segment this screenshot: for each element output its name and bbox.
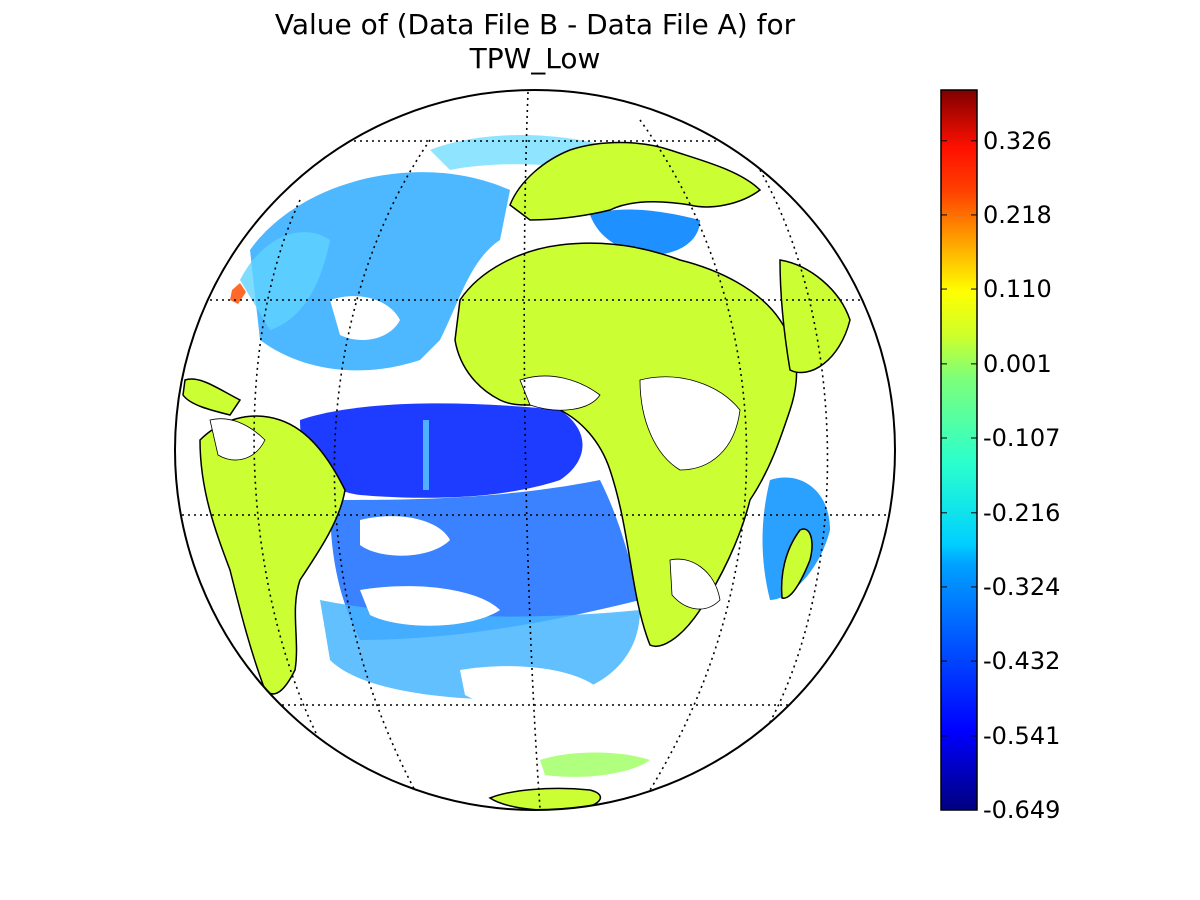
cloud-gap-1 (330, 296, 400, 340)
ocean-north-atlantic (250, 172, 510, 371)
africa-gap-central (639, 376, 741, 471)
colorbar-tick-label: -0.216 (983, 499, 1060, 527)
colorbar-tick-label: 0.001 (983, 350, 1052, 378)
colorbar-tick-label: 0.326 (983, 127, 1052, 155)
colorbar-tick-label: -0.107 (983, 424, 1060, 452)
ocean-mediterranean (590, 209, 700, 255)
meridian-west (333, 139, 431, 801)
africa-gap-south (669, 558, 721, 610)
chart-title: Value of (Data File B - Data File A) for… (185, 8, 885, 76)
title-line-1: Value of (Data File B - Data File A) for (274, 8, 796, 41)
cloud-gap-5 (460, 666, 600, 706)
cloud-gap-4 (360, 586, 500, 626)
arabia-land (779, 259, 851, 374)
south-america-gap (209, 418, 266, 461)
land-masses (182, 141, 851, 810)
ocean-equatorial-atlantic (300, 403, 583, 498)
ocean-north-atlantic-light (240, 232, 330, 330)
colorbar-tick-label: 0.110 (983, 275, 1052, 303)
swath-stripe (423, 420, 429, 490)
land-gaps (209, 375, 741, 610)
hot-anomaly-patch (230, 283, 246, 304)
europe-land (509, 141, 762, 221)
globe-map (175, 90, 895, 810)
madagascar-land (780, 528, 813, 599)
south-america-land (199, 415, 346, 695)
central-america-land (182, 378, 242, 416)
colorbar: 0.326 0.218 0.110 0.001 -0.107 -0.216 -0.324 -0… (940, 89, 1060, 824)
colorbar-tick-label: -0.324 (983, 573, 1060, 601)
graticule (176, 91, 895, 809)
colorbar-tick-label: -0.541 (983, 722, 1060, 750)
colorbar-tick-label: 0.218 (983, 201, 1052, 229)
ocean-south-band (540, 752, 650, 777)
meridian-far-west (253, 199, 331, 761)
cloud-gap-3 (360, 516, 450, 556)
title-line-2: TPW_Low (469, 42, 601, 75)
colorbar-tick-label: -0.432 (983, 647, 1060, 675)
colorbar-tick-label: -0.649 (983, 796, 1060, 824)
antarctica-land (488, 787, 602, 810)
colorbar-ticks: 0.326 0.218 0.110 0.001 -0.107 -0.216 -0.324 -0… (941, 127, 1060, 824)
meridian-far-east (759, 169, 829, 741)
globe-limb (174, 89, 896, 811)
africa-gap-west (519, 375, 601, 411)
colorbar-gradient (940, 89, 978, 811)
